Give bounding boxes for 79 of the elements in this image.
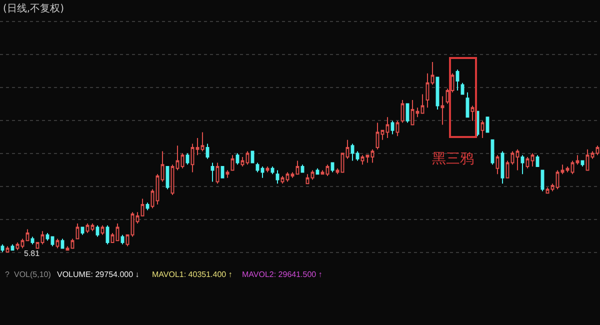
candlestick (526, 156, 530, 169)
candlestick (376, 122, 380, 150)
candlestick (430, 62, 434, 86)
candlestick (416, 107, 420, 118)
candlestick (136, 212, 140, 224)
candlestick (190, 143, 194, 173)
candlestick (370, 148, 374, 164)
candlestick (330, 162, 334, 173)
text: VOL(5,10) (14, 270, 52, 279)
text: MAVOL1: 40351.400 ↑ (152, 270, 232, 279)
candlestick (306, 174, 310, 184)
candlestick (530, 152, 534, 167)
candlestick (210, 162, 214, 182)
candlestick (520, 154, 524, 175)
candlestick (360, 154, 364, 166)
candlestick (30, 236, 34, 245)
candlestick (470, 105, 474, 122)
candlestick (176, 145, 180, 171)
text: VOLUME: 29754.000 ↓ (57, 270, 140, 279)
candlestick (206, 143, 210, 160)
candlestick (286, 172, 290, 182)
candlestick (140, 198, 144, 216)
candlestick (386, 116, 390, 138)
candlestick (560, 164, 564, 175)
candlestick (160, 150, 164, 182)
candlestick (390, 120, 394, 135)
candlestick (230, 154, 234, 171)
candlestick (366, 154, 370, 164)
candlestick (240, 156, 244, 167)
candlestick (516, 148, 520, 171)
candlestick (40, 230, 44, 245)
candlestick (260, 166, 264, 178)
candlestick (276, 170, 280, 184)
candlestick (266, 166, 270, 173)
annotation: 5.81 (24, 249, 40, 258)
candlestick (380, 130, 384, 140)
candlestick (420, 94, 424, 114)
annotation: 黑三鸦 (432, 150, 474, 166)
candlestick (426, 72, 430, 108)
candlestick (556, 170, 560, 190)
candlestick (466, 92, 470, 118)
candlestick (226, 170, 230, 178)
candlestick (216, 162, 220, 184)
candlestick (550, 183, 554, 192)
candlestick (146, 202, 150, 211)
candlestick (576, 154, 580, 166)
candlestick (236, 152, 240, 166)
candlestick (196, 138, 200, 156)
candlestick (350, 143, 354, 162)
candlestick (410, 100, 414, 126)
candlestick (500, 150, 504, 184)
candlestick (186, 152, 190, 166)
candlestick (20, 238, 24, 249)
candlestick (356, 150, 360, 162)
candlestick (400, 100, 404, 124)
candlestick (586, 148, 590, 171)
candlestick (446, 88, 450, 104)
candlestick (150, 188, 154, 209)
candlestick (200, 132, 204, 152)
candlestick (496, 154, 500, 175)
candlestick (180, 152, 184, 169)
candlestick (256, 162, 260, 173)
chart-title: (日线,不复权) (3, 2, 64, 14)
candlestick (456, 69, 460, 91)
candlestick (396, 120, 400, 137)
candlestick (480, 120, 484, 138)
candlestick (296, 160, 300, 175)
candlestick (310, 170, 314, 180)
candlestick (290, 172, 294, 178)
candlestick (96, 224, 100, 238)
candlestick (590, 150, 594, 160)
candlestick (440, 96, 444, 126)
candlestick (346, 139, 350, 160)
candlestick (56, 238, 60, 249)
text: ? (5, 270, 10, 279)
candlestick (6, 246, 10, 252)
text: MAVOL2: 29641.500 ↑ (242, 270, 322, 279)
candlestick (566, 166, 570, 173)
candlestick (26, 228, 30, 242)
